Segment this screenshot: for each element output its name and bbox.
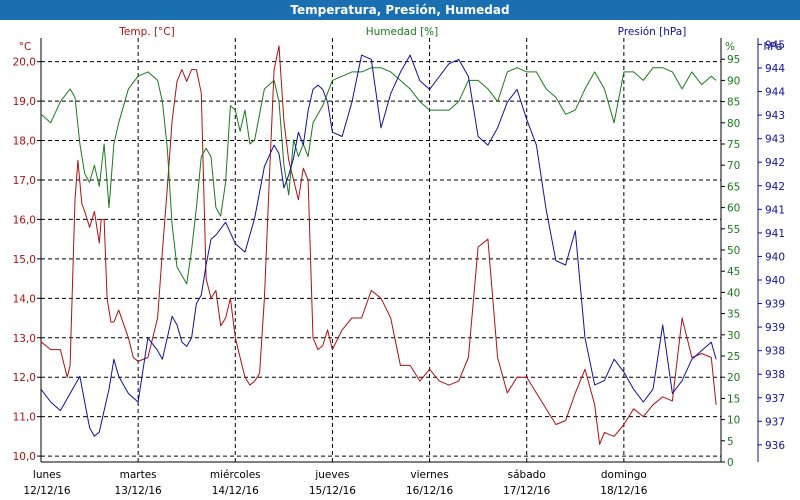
humidity-tick-label: 60 [727,203,740,215]
humidity-tick-label: 95 [727,54,740,66]
day-label: miércoles [210,469,261,481]
window-title: Temperatura, Presión, Humedad [0,0,800,20]
temp-tick-label: 15,0 [13,254,36,266]
pressure-tick-label: 937 [765,416,785,428]
humidity-tick-label: 25 [727,351,740,363]
humidity-tick-label: 30 [727,330,740,342]
humidity-tick-label: 55 [727,224,740,236]
temp-series-line [40,45,717,445]
humidity-tick-label: 20 [727,372,740,384]
pressure-tick-label: 940 [765,251,785,263]
temp-tick-label: 11,0 [13,412,36,424]
pressure-tick-label: 941 [765,204,785,216]
tick-labels: lunes 12/12/16 martes 13/12/16 miércoles 14/1… [13,39,786,497]
series-lines [40,45,717,445]
humidity-tick-label: 45 [727,266,740,278]
pressure-tick-label: 937 [765,393,785,405]
hum-series-line [40,67,717,285]
pressure-tick-label: 938 [765,346,785,358]
temp-tick-label: 10,0 [13,451,36,463]
pressure-tick-label: 942 [765,181,785,193]
day-label: viernes [410,469,448,481]
humidity-tick-label: 10 [727,415,740,427]
day-label: domingo [601,469,647,481]
pressure-tick-label: 936 [765,440,785,452]
pressure-tick-label: 941 [765,228,785,240]
pressure-axis-title: Presión [hPa] [618,26,687,38]
pressure-tick-label: 940 [765,275,785,287]
axes [37,38,762,463]
humidity-tick-label: 85 [727,97,740,109]
temp-tick-label: 18,0 [13,136,36,148]
pressure-tick-label: 944 [765,87,785,99]
grid-lines [41,38,721,462]
date-label: 12/12/16 [23,485,70,497]
pressure-tick-label: 945 [765,39,785,51]
temp-axis-title: Temp. [°C] [118,26,174,38]
day-label: martes [120,469,157,481]
pressure-tick-label: 944 [765,63,785,75]
humidity-tick-label: 50 [727,245,740,257]
day-label: lunes [33,469,61,481]
pres-series-line [40,54,717,437]
temp-tick-label: 19,0 [13,96,36,108]
pressure-tick-label: 938 [765,369,785,381]
pressure-unit-label: hPa [764,41,783,53]
temp-tick-label: 20,0 [13,57,36,69]
humidity-unit-label: % [725,41,735,53]
humidity-tick-label: 70 [727,160,740,172]
date-label: 18/12/16 [600,485,647,497]
humidity-tick-label: 5 [727,436,734,448]
pressure-tick-label: 943 [765,134,785,146]
pressure-tick-label: 939 [765,322,785,334]
date-label: 16/12/16 [406,485,453,497]
date-label: 15/12/16 [309,485,356,497]
humidity-tick-label: 65 [727,181,740,193]
pressure-tick-label: 939 [765,299,785,311]
temp-tick-label: 16,0 [13,214,36,226]
temp-tick-label: 12,0 [13,372,36,384]
date-label: 17/12/16 [503,485,550,497]
date-label: 14/12/16 [212,485,259,497]
humidity-tick-label: 15 [727,393,740,405]
pressure-tick-label: 942 [765,157,785,169]
temp-tick-label: 17,0 [13,175,36,187]
date-label: 13/12/16 [115,485,162,497]
humidity-tick-label: 35 [727,309,740,321]
humidity-axis-title: Humedad [%] [366,26,439,38]
humidity-tick-label: 80 [727,118,740,130]
temp-tick-label: 14,0 [13,293,36,305]
day-label: jueves [314,469,349,481]
humidity-tick-label: 75 [727,139,740,151]
temp-unit-label: °C [19,41,32,53]
pressure-tick-label: 943 [765,110,785,122]
axis-labels: °C Temp. [°C] Humedad [%] Presión [hPa] … [19,26,783,53]
humidity-tick-label: 90 [727,75,740,87]
day-label: sábado [508,469,546,481]
temp-tick-label: 13,0 [13,333,36,345]
humidity-tick-label: 40 [727,287,740,299]
humidity-tick-label: 0 [727,457,734,469]
